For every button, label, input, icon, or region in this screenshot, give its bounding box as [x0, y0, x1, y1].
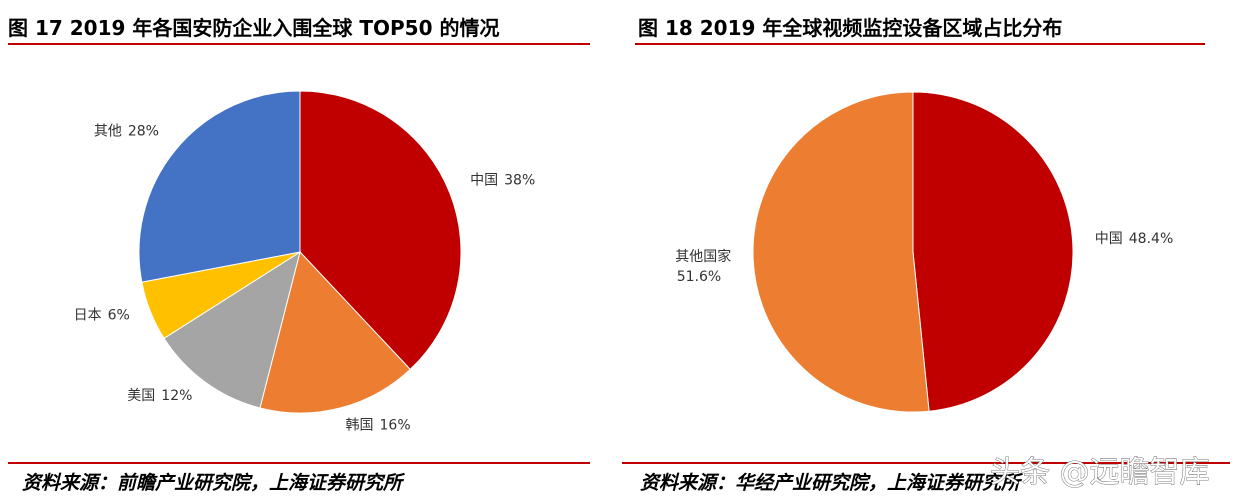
pie-slice	[912, 91, 1074, 412]
pie-slice	[299, 90, 462, 371]
label-value: 16%	[380, 417, 411, 433]
label-value: 51.6%	[677, 269, 721, 285]
label-category: 韩国	[346, 417, 374, 433]
label-category: 日本	[74, 307, 102, 323]
data-label: 韩国 16%	[346, 417, 411, 433]
data-label: 日本 6%	[74, 307, 130, 323]
source: 资料来源：华经产业研究院，上海证券研究所	[640, 472, 1023, 494]
chart-title: 图 17 2019 年各国安防企业入围全球 TOP50 的情况	[8, 16, 499, 40]
label-value: 28%	[128, 123, 159, 139]
label-value: 12%	[161, 388, 192, 404]
label-category: 其他	[94, 123, 122, 139]
data-label: 美国 12%	[127, 388, 192, 404]
label-category: 中国	[1095, 231, 1123, 247]
chart-title: 图 18 2019 年全球视频监控设备区域占比分布	[638, 16, 1062, 40]
pie-slice	[163, 250, 301, 409]
pie-slice	[138, 90, 301, 283]
label-value: 6%	[108, 307, 130, 323]
watermark: 头条 @远瞻智库	[990, 455, 1210, 490]
label-category: 其他国家	[675, 248, 731, 265]
pie-slice	[752, 91, 930, 413]
data-label: 中国 48.4%	[1095, 231, 1173, 247]
data-label: 其他国家 51.6%	[675, 248, 731, 285]
label-category: 美国	[127, 388, 155, 404]
data-label: 其他 28%	[94, 123, 159, 139]
label-value: 38%	[504, 173, 535, 189]
label-category: 中国	[470, 173, 498, 189]
label-value: 48.4%	[1129, 231, 1173, 247]
pie-slice	[259, 250, 411, 414]
data-label: 中国 38%	[470, 173, 535, 189]
source: 资料来源：前瞻产业研究院，上海证券研究所	[22, 472, 405, 494]
